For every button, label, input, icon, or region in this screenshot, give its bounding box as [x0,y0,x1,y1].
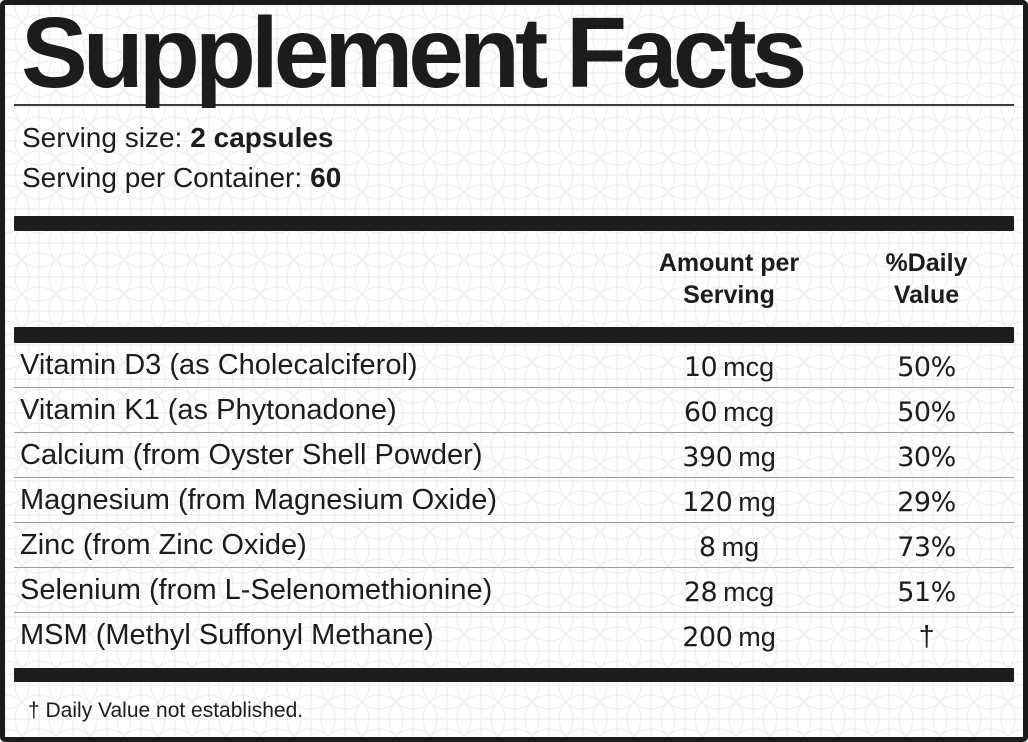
amount-value: 8 [698,531,716,563]
header-amount-line2: Serving [683,281,775,309]
ingredient-name: Vitamin D3 (as Cholecalciferol) [20,348,418,381]
page-title: Supplement Facts [21,0,807,109]
amount-value: 390 [682,441,733,473]
daily-value: 73% [897,531,956,563]
ingredient-name: Vitamin K1 (as Phytonadone) [20,393,397,426]
ingredient-daily-value: 51% [839,577,1014,608]
amount-value: 10 [683,351,718,383]
ingredient-daily-value: 29% [839,487,1014,518]
amount-value: 28 [683,576,718,608]
amount-value: 200 [682,622,733,653]
amount-unit: mcg [723,576,775,607]
table-row: Vitamin D3 (as Cholecalciferol) 10 mcg 50… [14,343,1014,388]
daily-value-footnote: † Daily Value not established. [28,699,304,722]
header-dv-line2: Value [893,281,960,309]
label-content: Supplement Facts Serving size: 2 capsules… [5,5,1023,737]
table-row: Zinc (from Zinc Oxide) 8 mg 73% [14,523,1014,568]
table-row: Vitamin K1 (as Phytonadone) 60 mcg 50% [14,388,1014,433]
ingredient-daily-value: 73% [839,532,1014,563]
table-row: Calcium (from Oyster Shell Powder) 390 mg… [14,433,1014,478]
ingredient-amount: 390 mg [619,442,839,473]
serving-size-label: Serving size: [22,122,183,153]
ingredient-daily-value: 50% [839,352,1014,383]
ingredient-table: Vitamin D3 (as Cholecalciferol) 10 mcg 50… [14,343,1014,658]
ingredient-amount: 200 mg [619,622,839,653]
amount-unit: mcg [723,396,775,427]
header-amount-per-serving: Amount per Serving [619,247,839,312]
ingredient-daily-value: † [839,621,1014,654]
ingredient-name: MSM (Methyl Suffonyl Methane) [20,619,434,651]
ingredient-daily-value: 50% [839,397,1014,428]
divider-bar-header [14,327,1014,343]
table-row: Magnesium (from Magnesium Oxide) 120 mg 2… [14,478,1014,523]
table-header-row: Amount per Serving %Daily Value [14,231,1014,327]
header-amount-line1: Amount per [658,248,800,277]
amount-unit: mcg [723,351,775,382]
serving-size-line: Serving size: 2 capsules [22,118,1014,158]
amount-unit: mg [721,531,760,562]
serving-info: Serving size: 2 capsules Serving per Cont… [14,106,1014,216]
amount-unit: mg [738,441,776,472]
title-section: Supplement Facts [14,5,1014,106]
daily-value: 51% [897,576,956,608]
ingredient-amount: 8 mg [619,532,839,563]
table-row: MSM (Methyl Suffonyl Methane) 200 mg † [14,613,1014,658]
servings-per-container-label: Serving per Container: [22,162,303,194]
footnote-section: † Daily Value not established. [14,682,1014,723]
amount-unit: mg [738,622,776,652]
amount-value: 60 [683,396,718,428]
daily-value: 50% [897,396,956,428]
servings-per-container-value: 60 [310,162,342,194]
daily-value: 29% [897,486,956,518]
daily-value: 50% [897,351,956,383]
ingredient-amount: 10 mcg [619,352,839,383]
table-row: Selenium (from L-Selenomethionine) 28 mcg… [14,568,1014,613]
ingredient-name: Magnesium (from Magnesium Oxide) [20,483,498,516]
divider-bar-bottom [14,668,1014,682]
header-percent-daily-value: %Daily Value [839,247,1014,312]
ingredient-name: Zinc (from Zinc Oxide) [20,528,307,561]
amount-value: 120 [682,486,733,518]
daily-value: † [918,621,935,653]
servings-per-container-line: Serving per Container: 60 [22,158,1014,198]
daily-value: 30% [897,441,956,473]
ingredient-amount: 60 mcg [619,397,839,428]
divider-bar-top [14,216,1014,231]
serving-size-value: 2 capsules [190,122,334,153]
amount-unit: mg [738,486,776,517]
header-dv-line1: %Daily [885,248,968,277]
ingredient-name: Calcium (from Oyster Shell Powder) [20,438,483,471]
ingredient-amount: 120 mg [619,487,839,518]
ingredient-daily-value: 30% [839,442,1014,473]
ingredient-amount: 28 mcg [619,577,839,608]
ingredient-name: Selenium (from L-Selenomethionine) [20,573,493,606]
